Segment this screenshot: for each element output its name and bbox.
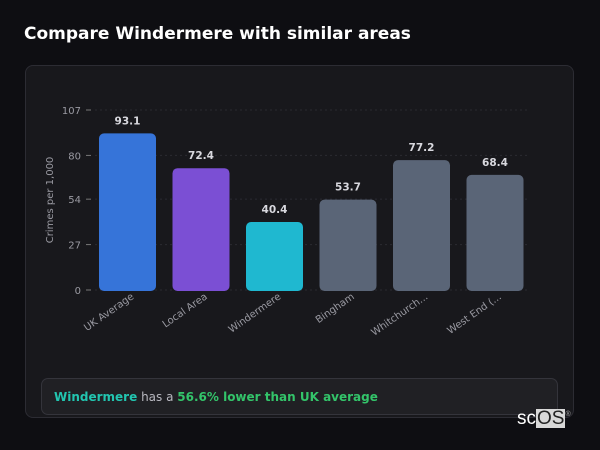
x-tick-label: Whitchurch... (370, 291, 431, 338)
bar-west-end- (466, 174, 524, 291)
x-tick-label: Bingham (314, 291, 357, 326)
page-title: Compare Windermere with similar areas (24, 24, 411, 44)
value-label: 40.4 (262, 204, 288, 216)
x-tick-label: West End (... (445, 291, 503, 336)
insight-box: Windermere has a 56.6% lower than UK ave… (41, 378, 558, 415)
bar-local-area (172, 168, 230, 291)
bar-whitchurch- (393, 160, 450, 291)
insight-area: Windermere (54, 389, 138, 404)
y-tick-label: 27 (68, 241, 81, 252)
y-tick-label: 80 (68, 151, 81, 162)
x-tick-label: Local Area (161, 291, 210, 330)
scos-logo: sc OS ® (517, 408, 571, 429)
value-label: 93.1 (115, 115, 141, 127)
bar-uk-average (99, 133, 156, 291)
y-tick-label: 54 (68, 195, 81, 206)
value-label: 77.2 (409, 142, 435, 154)
x-tick-label: Windermere (227, 291, 283, 335)
bar-windermere (246, 222, 303, 291)
insight-highlight: 56.6% lower than UK average (177, 389, 378, 404)
y-tick-label: 0 (75, 286, 81, 297)
x-tick-label: UK Average (82, 291, 136, 333)
bar-bingham (319, 199, 377, 291)
y-tick-label: 107 (62, 106, 81, 117)
insight-text: has a (137, 389, 178, 404)
value-label: 72.4 (188, 150, 214, 162)
value-label: 53.7 (335, 182, 361, 194)
y-axis-label: Crimes per 1,000 (45, 157, 56, 244)
value-label: 68.4 (482, 157, 508, 169)
